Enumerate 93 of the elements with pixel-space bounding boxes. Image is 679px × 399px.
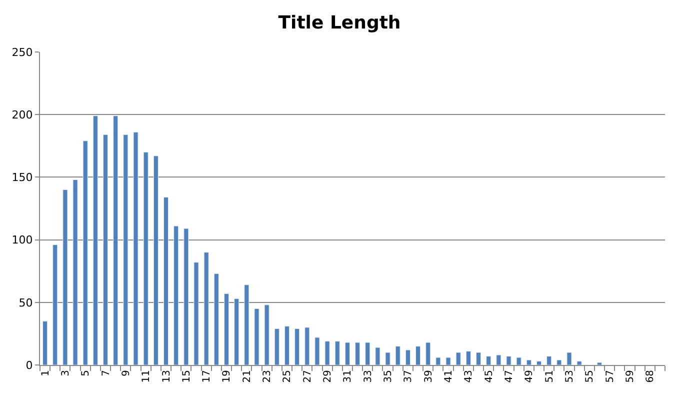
bar <box>204 252 209 365</box>
x-tick-label: 43 <box>464 370 475 383</box>
bar <box>143 152 148 365</box>
bar <box>194 262 199 365</box>
x-tick-label: 45 <box>484 370 495 383</box>
bar <box>133 132 138 365</box>
bar <box>244 284 250 365</box>
x-tick-label: 9 <box>120 370 132 376</box>
x-tick-label: 35 <box>383 370 394 383</box>
bar <box>72 179 78 365</box>
bar <box>324 340 330 365</box>
x-tick-label: 19 <box>222 370 233 383</box>
x-tick-label: 51 <box>544 370 556 383</box>
bar <box>234 298 240 365</box>
bar <box>214 273 219 365</box>
bar <box>153 156 158 365</box>
bar <box>344 342 350 365</box>
bar <box>92 116 98 365</box>
bar <box>436 357 441 365</box>
bar <box>224 293 230 365</box>
bar <box>476 352 482 365</box>
bar <box>163 196 169 365</box>
bar <box>123 134 128 365</box>
bar <box>395 346 400 365</box>
bar <box>355 342 360 365</box>
bar <box>416 346 421 365</box>
x-tick-label: 55 <box>584 370 596 383</box>
x-tick-label: 59 <box>624 370 636 383</box>
bar <box>254 308 260 365</box>
bar <box>596 362 602 365</box>
x-tick-label: 11 <box>141 370 152 383</box>
y-tick-label: 0 <box>26 358 33 372</box>
bar <box>294 328 300 365</box>
x-tick-label: 27 <box>302 370 314 383</box>
x-tick-label: 17 <box>202 370 213 383</box>
bar <box>405 350 410 365</box>
bar <box>556 360 562 365</box>
bar <box>496 354 502 365</box>
bar <box>365 342 370 365</box>
bar <box>375 347 380 365</box>
bar <box>304 327 310 365</box>
bar <box>52 244 58 365</box>
x-tick-label: 15 <box>181 370 192 383</box>
x-tick-label: 31 <box>342 370 354 383</box>
bar <box>516 357 522 365</box>
bar <box>82 140 88 365</box>
x-tick-label: 57 <box>604 370 616 383</box>
bar <box>566 352 572 365</box>
bar <box>62 189 68 365</box>
bar <box>446 357 451 365</box>
bar <box>264 304 270 365</box>
x-tick-label: 7 <box>100 370 112 376</box>
y-tick-label: 100 <box>12 234 33 247</box>
chart-title: Title Length <box>278 12 401 34</box>
bar <box>334 340 340 365</box>
x-tick-label: 1 <box>40 370 52 376</box>
bar <box>576 360 582 365</box>
bar <box>274 328 280 365</box>
x-tick-label: 53 <box>564 370 576 383</box>
x-tick-label: 33 <box>362 370 374 383</box>
y-tick-label: 250 <box>12 46 33 59</box>
bar <box>103 134 108 365</box>
x-tick-label: 5 <box>80 370 92 376</box>
bar <box>486 356 492 365</box>
bar <box>42 320 48 365</box>
bar <box>526 360 532 365</box>
x-tick-label: 39 <box>423 370 434 383</box>
x-tick-label: 29 <box>322 370 334 383</box>
bar <box>466 350 471 365</box>
bar <box>113 116 118 365</box>
y-tick-label: 50 <box>18 296 33 310</box>
bar <box>174 226 179 365</box>
bar <box>284 326 290 365</box>
bar <box>546 356 552 365</box>
x-tick-label: 23 <box>262 370 274 383</box>
x-tick-label: 21 <box>242 370 253 383</box>
x-tick-label: 49 <box>524 370 536 383</box>
x-tick-label: 41 <box>444 370 455 383</box>
bar <box>184 228 189 365</box>
bar <box>385 352 390 365</box>
x-tick-label: 25 <box>282 370 294 383</box>
bar <box>536 360 542 365</box>
x-tick-label: 37 <box>403 370 414 383</box>
bar <box>456 352 461 365</box>
x-tick-label: 68 <box>645 370 656 383</box>
y-tick-label: 200 <box>12 108 33 122</box>
bar <box>506 356 512 365</box>
x-tick-label: 3 <box>60 370 72 376</box>
y-tick-label: 150 <box>12 171 33 184</box>
x-tick-label: 47 <box>504 370 515 383</box>
bar <box>314 337 320 365</box>
x-tick-label: 13 <box>161 370 172 383</box>
bar <box>426 342 431 365</box>
